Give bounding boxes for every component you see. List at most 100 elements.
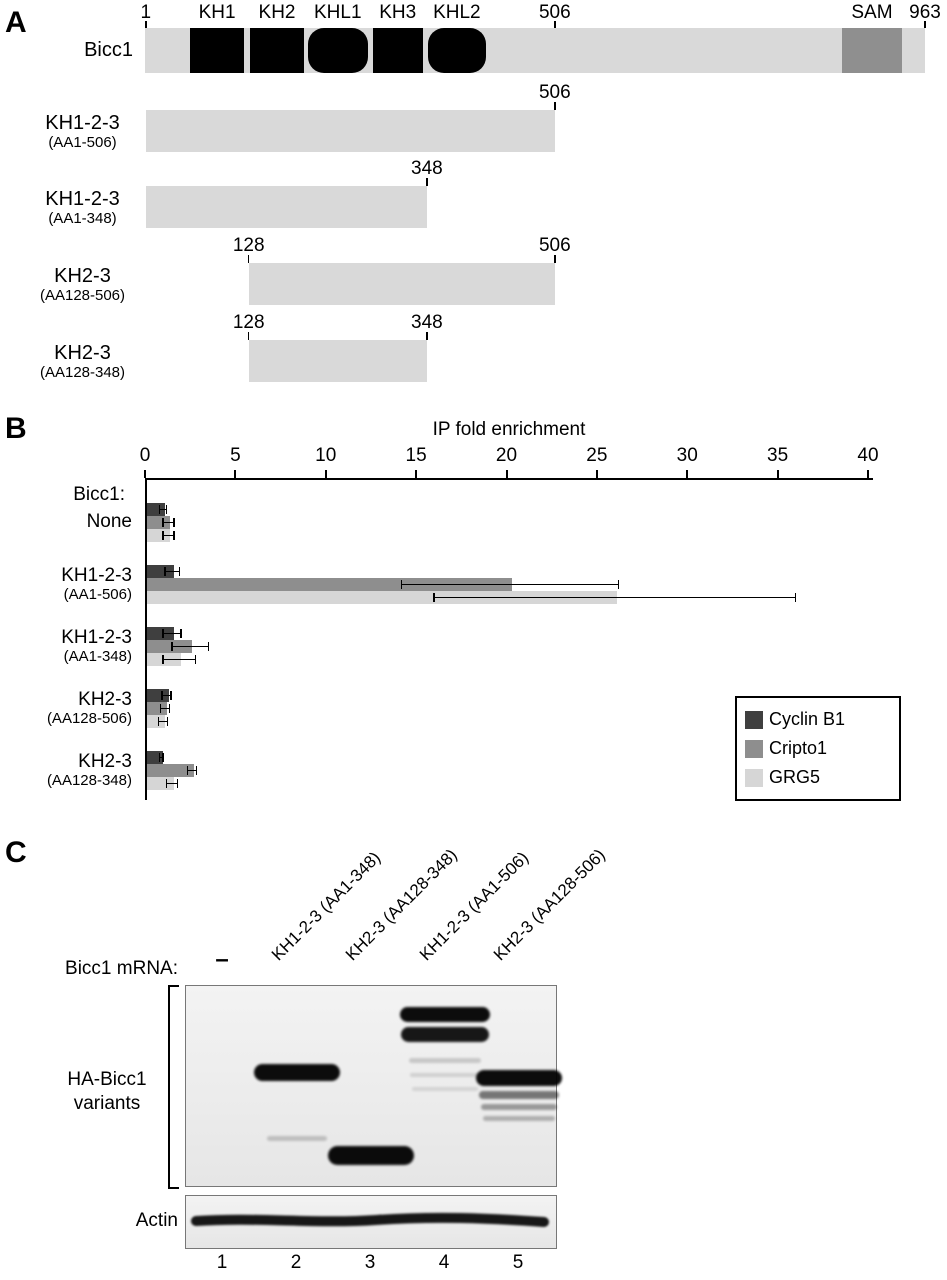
panel-a-domain-diagram: Bicc1 KH1 KH2 KHL1 KH3 KHL2 SAM 1 506 963 KH1-2-3(…: [0, 0, 947, 412]
aa-label: 348: [411, 312, 443, 333]
lane1-minus: –: [215, 946, 229, 973]
text-line: (AA1-348): [63, 648, 132, 665]
bar-cripto1: [147, 640, 193, 653]
bar-cyclin-b1: [147, 689, 169, 702]
error-cap: [166, 717, 169, 726]
legend-swatch: [745, 739, 763, 758]
bar-cripto1: [147, 764, 194, 777]
aa-tick: [145, 21, 147, 28]
bar-cripto1: [147, 578, 513, 591]
aa-label: 1: [140, 2, 152, 23]
bar-cyclin-b1: [147, 627, 175, 640]
protein-name: Bicc1: [84, 39, 133, 61]
text-line: KH2-3: [78, 689, 132, 710]
error-cap: [194, 655, 197, 664]
actin-blot: [185, 1195, 557, 1249]
panel-label-c: C: [5, 836, 27, 869]
actin-band: [191, 1212, 549, 1227]
bar-cyclin-b1: [147, 503, 166, 516]
domain-sam: [842, 28, 902, 73]
text-line: KH1-2-3: [61, 627, 132, 648]
error-bar: [163, 521, 174, 524]
error-bar: [159, 756, 164, 759]
construct-name: KH2-3 (AA128-506): [10, 265, 155, 304]
blot-band: [254, 1064, 340, 1081]
error-cap: [178, 567, 181, 576]
domain-khl2: [427, 28, 486, 73]
error-cap: [171, 642, 173, 651]
aa-tick: [426, 178, 428, 186]
aa-label: 963: [909, 2, 941, 23]
blot-band: [476, 1070, 562, 1086]
x-axis-line: [145, 478, 873, 480]
domain-label-khl2: KHL2: [433, 2, 481, 23]
error-bar: [164, 570, 180, 573]
x-tick: [415, 470, 418, 478]
bar-grg5: [147, 529, 171, 542]
x-tick: [324, 470, 327, 478]
error-bar: [160, 707, 170, 710]
error-bar: [163, 632, 182, 635]
blot-band: [412, 1087, 478, 1091]
legend-swatch: [745, 710, 763, 729]
error-cap: [617, 580, 620, 589]
error-bar: [401, 583, 619, 586]
aa-tick: [924, 21, 926, 28]
bar-cyclin-b1: [147, 565, 175, 578]
error-cap: [164, 567, 166, 576]
error-bar: [158, 720, 168, 723]
y-axis-line: [145, 478, 147, 800]
construct-name: KH1-2-3 (AA1-506): [10, 112, 155, 151]
legend-entry: GRG5: [745, 763, 891, 792]
x-tick-label: 35: [767, 445, 789, 466]
construct-bar: [248, 263, 555, 305]
text-line: (AA1-348): [48, 210, 117, 227]
category-label: None: [0, 511, 132, 532]
chart-title: IP fold enrichment: [432, 419, 586, 440]
domain-label-khl1: KHL1: [314, 2, 362, 23]
error-cap: [173, 518, 175, 527]
variants-label-line2: variants: [73, 1093, 141, 1114]
text-line: (AA128-506): [46, 710, 132, 727]
error-cap: [158, 505, 161, 514]
blot-band: [409, 1058, 481, 1063]
x-tick: [595, 470, 598, 478]
ip-fold-enrichment-chart: 0 5 10 15 20 25 30 35 40 Bicc1: None KH1-2-3 (AA1-50…: [47, 440, 905, 815]
blot-band: [267, 1136, 327, 1141]
legend-entry: Cripto1: [745, 734, 891, 763]
x-tick-label: 10: [315, 445, 337, 466]
error-cap: [162, 629, 164, 638]
error-bar: [166, 782, 178, 785]
error-cap: [433, 593, 435, 602]
domain-label-kh1: KH1: [198, 2, 236, 23]
error-cap: [157, 717, 160, 726]
x-tick: [505, 470, 508, 478]
error-cap: [168, 704, 171, 713]
blot-band: [479, 1091, 559, 1099]
domain-label-sam: SAM: [851, 2, 893, 23]
blot-band: [481, 1104, 557, 1110]
construct-bar: [248, 340, 427, 382]
bar-grg5: [147, 591, 617, 604]
row-header: Bicc1:: [73, 484, 125, 505]
error-cap: [176, 779, 179, 788]
blot-band: [410, 1073, 480, 1077]
x-tick-label: 15: [405, 445, 427, 466]
legend-entry: Cyclin B1: [745, 705, 891, 734]
aa-label: 506: [538, 2, 571, 23]
lane-number: 1: [216, 1252, 228, 1273]
x-tick-label: 20: [495, 445, 518, 466]
x-tick: [234, 470, 237, 478]
domain-kh2: [250, 28, 304, 73]
text-line: (AA1-506): [63, 586, 132, 603]
protein-bar: [145, 28, 925, 73]
aa-tick: [426, 332, 428, 340]
text-line: KH2-3: [54, 342, 111, 364]
text-line: KH2-3: [78, 751, 132, 772]
error-cap: [162, 655, 164, 664]
error-bar: [172, 645, 209, 648]
aa-label: 506: [538, 235, 571, 256]
blot-band: [328, 1146, 414, 1165]
error-cap: [162, 531, 164, 540]
error-cap: [165, 505, 168, 514]
